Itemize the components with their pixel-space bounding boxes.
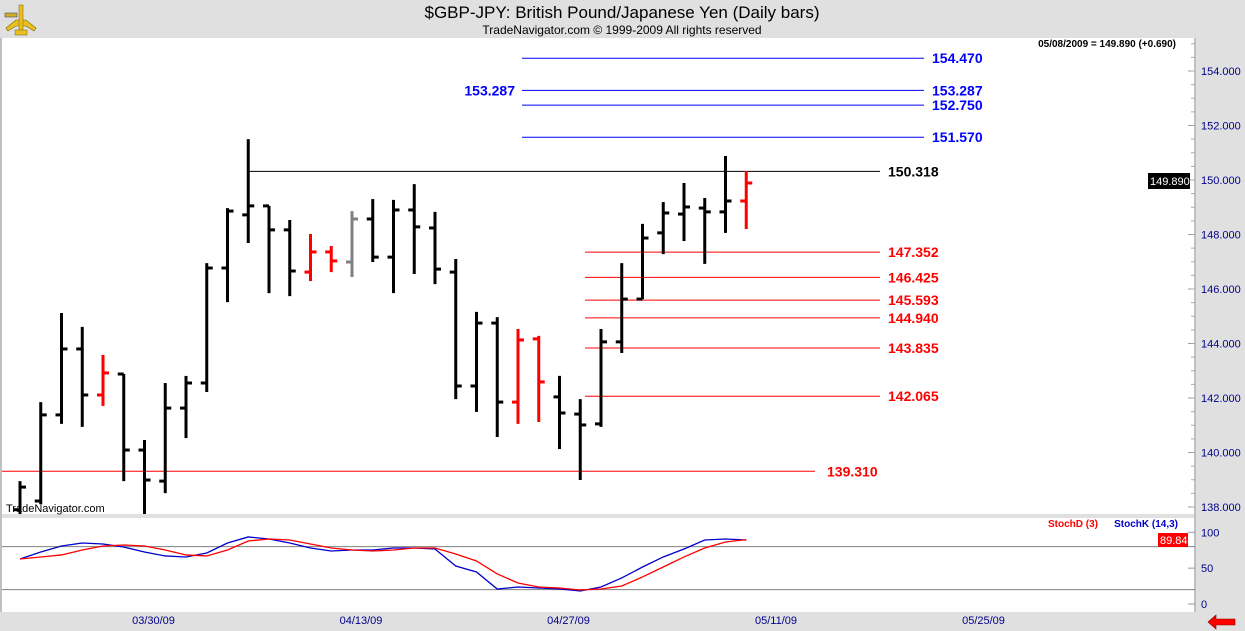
y-tick-label: 138.000: [1201, 502, 1241, 514]
level-label: 144.940: [888, 310, 939, 326]
ohlc-bar: [719, 156, 732, 233]
y-tick-label: 146.000: [1201, 284, 1241, 296]
stoch-last-label: 89.84: [1160, 535, 1188, 547]
y-tick-label: 142.000: [1201, 393, 1241, 405]
ohlc-bar: [636, 223, 649, 301]
legend-stochd: StochD (3): [1048, 519, 1098, 530]
level-label: 145.593: [888, 292, 939, 308]
arrow-left-icon[interactable]: [1207, 614, 1236, 630]
ohlc-bar: [574, 399, 587, 481]
y-tick-label: 150.000: [1201, 175, 1241, 187]
ohlc-bar: [408, 184, 421, 275]
ohlc-bar: [429, 211, 441, 285]
ohlc-bar: [387, 199, 400, 294]
ohlc-bar: [346, 211, 358, 278]
date-axis: 03/30/09 04/13/09 04/27/09 05/11/09 05/25/09: [132, 615, 1005, 627]
stochd-line: [19, 538, 747, 591]
ohlc-bar: [366, 199, 379, 263]
date-label: 05/25/09: [962, 615, 1005, 627]
ohlc-bar: [263, 204, 275, 294]
ohlc-bar: [34, 402, 47, 505]
level-label: 151.570: [932, 129, 983, 145]
ohlc-bar: [242, 139, 255, 243]
stochastic-plot: [2, 536, 1195, 592]
ohlc-bar: [657, 202, 670, 255]
stoch-tick-label: 50: [1201, 563, 1213, 575]
level-label: 146.425: [888, 269, 939, 285]
legend-stochk: StochK (14,3): [1114, 519, 1178, 530]
date-label: 04/27/09: [547, 615, 590, 627]
y-tick-label: 148.000: [1201, 230, 1241, 242]
date-label: 03/30/09: [132, 615, 175, 627]
stoch-last-marker: [1158, 533, 1188, 547]
level-label: 152.750: [932, 97, 983, 113]
ohlc-bar: [615, 263, 628, 354]
ohlc-bar: [283, 220, 296, 297]
ohlc-bar: [325, 245, 338, 273]
ohlc-bar: [553, 375, 566, 449]
stoch-axis: 100 50 0: [1188, 527, 1219, 611]
watermark: TradeNavigator.com: [6, 503, 105, 515]
stochk-line: [19, 536, 747, 592]
date-label: 04/13/09: [340, 615, 383, 627]
stoch-tick-label: 0: [1201, 599, 1207, 611]
last-price-marker: [1148, 173, 1190, 189]
ohlc-bar: [532, 335, 545, 422]
date-label: 05/11/09: [755, 615, 797, 627]
ohlc-bar: [595, 329, 607, 427]
price-axis: 154.000 152.000 150.000 148.000 146.000 144.0…: [1188, 43, 1241, 514]
chart-subtitle: TradeNavigator.com © 1999-2009 All right…: [482, 23, 761, 37]
y-tick-label: 144.000: [1201, 339, 1241, 351]
level-label: 143.835: [888, 340, 939, 356]
ohlc-bar: [304, 233, 317, 282]
ohlc-bar: [97, 354, 109, 406]
level-left-label: 153.287: [464, 82, 515, 98]
y-tick-label: 154.000: [1201, 66, 1241, 78]
level-label: 142.065: [888, 388, 939, 404]
level-label: 153.287: [932, 82, 983, 98]
ohlc-bar: [200, 263, 213, 393]
level-label: 139.310: [827, 463, 878, 479]
ohlc-bar: [76, 326, 89, 427]
ohlc-bar: [221, 208, 234, 303]
ohlc-bar: [698, 197, 711, 264]
ohlc-bar: [138, 439, 151, 514]
price-panel: [2, 38, 1195, 514]
y-tick-label: 152.000: [1201, 121, 1241, 133]
ohlc-bar: [180, 375, 192, 439]
ohlc-bar: [14, 481, 26, 514]
ohlc-bar: [470, 311, 483, 412]
last-readout: 05/08/2009 = 149.890 (+0.690): [1038, 39, 1176, 50]
ohlc-bar: [159, 383, 172, 494]
ohlc-bar: [55, 312, 68, 424]
ohlc-bar: [740, 171, 753, 230]
sextant-logo: [4, 4, 37, 36]
ohlc-bar: [512, 329, 524, 424]
level-label: 147.352: [888, 244, 939, 260]
last-price-label: 149.890: [1150, 176, 1190, 188]
price-bars: [14, 139, 753, 514]
y-tick-label: 140.000: [1201, 448, 1241, 460]
ohlc-bar: [117, 372, 130, 482]
ohlc-bar: [491, 317, 504, 437]
level-label: 154.470: [932, 50, 983, 66]
level-lines: 154.470153.287153.287152.750151.570150.3…: [2, 50, 983, 479]
ohlc-bar: [449, 259, 462, 400]
ohlc-bar: [678, 182, 690, 242]
stoch-tick-label: 100: [1201, 527, 1219, 539]
chart-title: $GBP-JPY: British Pound/Japanese Yen (Da…: [425, 3, 820, 22]
stoch-panel: [2, 518, 1195, 612]
level-label: 150.318: [888, 163, 939, 179]
